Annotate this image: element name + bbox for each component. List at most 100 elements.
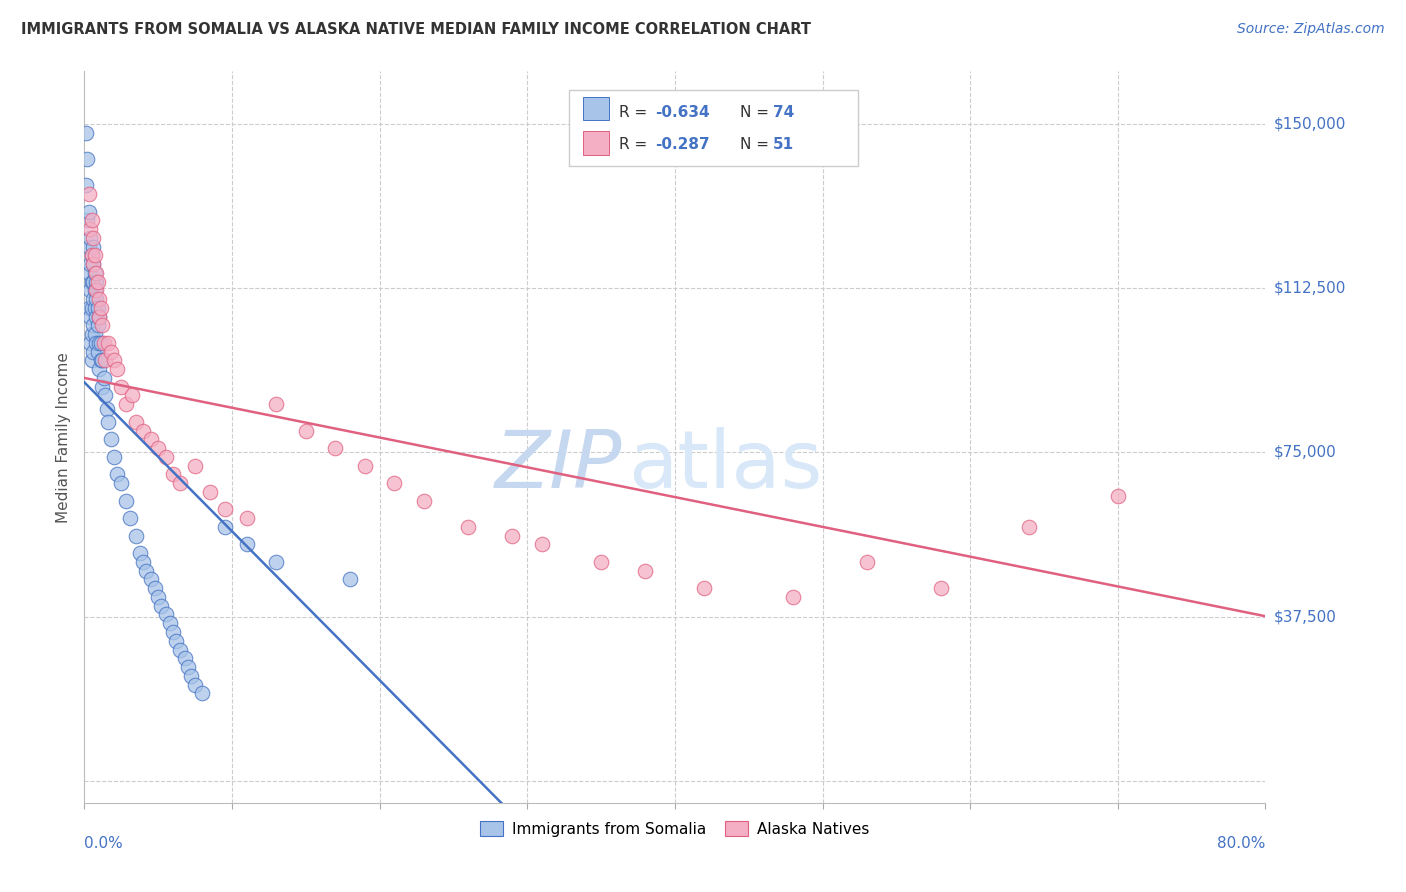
Point [266,397,288,411]
FancyBboxPatch shape [582,96,609,120]
Point [105,467,128,482]
Point [236,511,259,525]
Point [83,327,105,342]
Point [184,458,207,473]
Text: 74: 74 [773,104,794,120]
Point [75,126,97,140]
Point [295,424,318,438]
Point [93,335,115,350]
Point [79,222,101,236]
Point [214,520,236,534]
Point [129,546,152,560]
Point [125,528,148,542]
FancyBboxPatch shape [582,131,609,154]
Point [782,590,804,604]
Text: -0.287: -0.287 [655,136,710,152]
Point [198,484,221,499]
Point [114,493,136,508]
Point [103,353,125,368]
Point [150,599,173,613]
Point [354,458,377,473]
Point [97,335,120,350]
Point [929,581,952,595]
Point [79,310,101,324]
Point [266,555,288,569]
Point [173,651,195,665]
Point [135,564,157,578]
Point [169,476,191,491]
Point [82,257,104,271]
Point [94,388,117,402]
Point [132,424,155,438]
Point [214,502,236,516]
Point [132,555,155,569]
Point [382,476,406,491]
Point [856,555,879,569]
Point [90,353,112,368]
Point [148,441,170,455]
Point [87,310,111,324]
Point [103,450,125,464]
Point [84,335,107,350]
Point [75,178,97,193]
Point [110,380,132,394]
Point [82,257,104,271]
Point [80,213,103,227]
Text: 0.0%: 0.0% [84,836,124,851]
Point [125,415,148,429]
Point [591,555,613,569]
Point [83,301,105,315]
Point [87,362,111,376]
Point [93,371,115,385]
Point [86,344,108,359]
Point [693,581,716,595]
Text: -0.634: -0.634 [655,104,710,120]
Point [162,625,184,640]
Point [79,257,101,271]
Point [77,239,100,253]
Point [325,441,347,455]
Point [531,537,554,551]
Text: IMMIGRANTS FROM SOMALIA VS ALASKA NATIVE MEDIAN FAMILY INCOME CORRELATION CHART: IMMIGRANTS FROM SOMALIA VS ALASKA NATIVE… [21,22,811,37]
Point [339,573,361,587]
Text: Source: ZipAtlas.com: Source: ZipAtlas.com [1237,22,1385,37]
Point [91,353,114,368]
Point [413,493,436,508]
Text: R =: R = [620,104,652,120]
Point [457,520,479,534]
Point [121,388,143,402]
Point [90,335,112,350]
Point [110,476,132,491]
Text: $75,000: $75,000 [1274,445,1337,460]
Point [120,511,142,525]
Y-axis label: Median Family Income: Median Family Income [56,351,72,523]
Point [80,353,103,368]
Point [79,284,101,298]
Point [82,275,104,289]
Point [86,275,108,289]
Point [143,581,166,595]
Point [634,564,657,578]
Point [80,301,103,315]
Text: $37,500: $37,500 [1274,609,1337,624]
Text: 51: 51 [773,136,794,152]
Point [155,607,177,622]
Point [83,248,105,262]
Point [80,248,103,262]
Text: 80.0%: 80.0% [1218,836,1265,851]
Point [87,292,111,306]
Point [165,633,187,648]
Point [1018,520,1040,534]
Point [100,344,122,359]
Point [97,415,120,429]
Text: N =: N = [740,136,773,152]
Point [87,335,111,350]
Point [87,310,111,324]
Point [79,231,101,245]
Point [91,318,114,333]
Point [82,318,104,333]
Point [236,537,259,551]
Point [105,362,128,376]
Text: atlas: atlas [627,427,823,506]
Point [84,275,107,289]
